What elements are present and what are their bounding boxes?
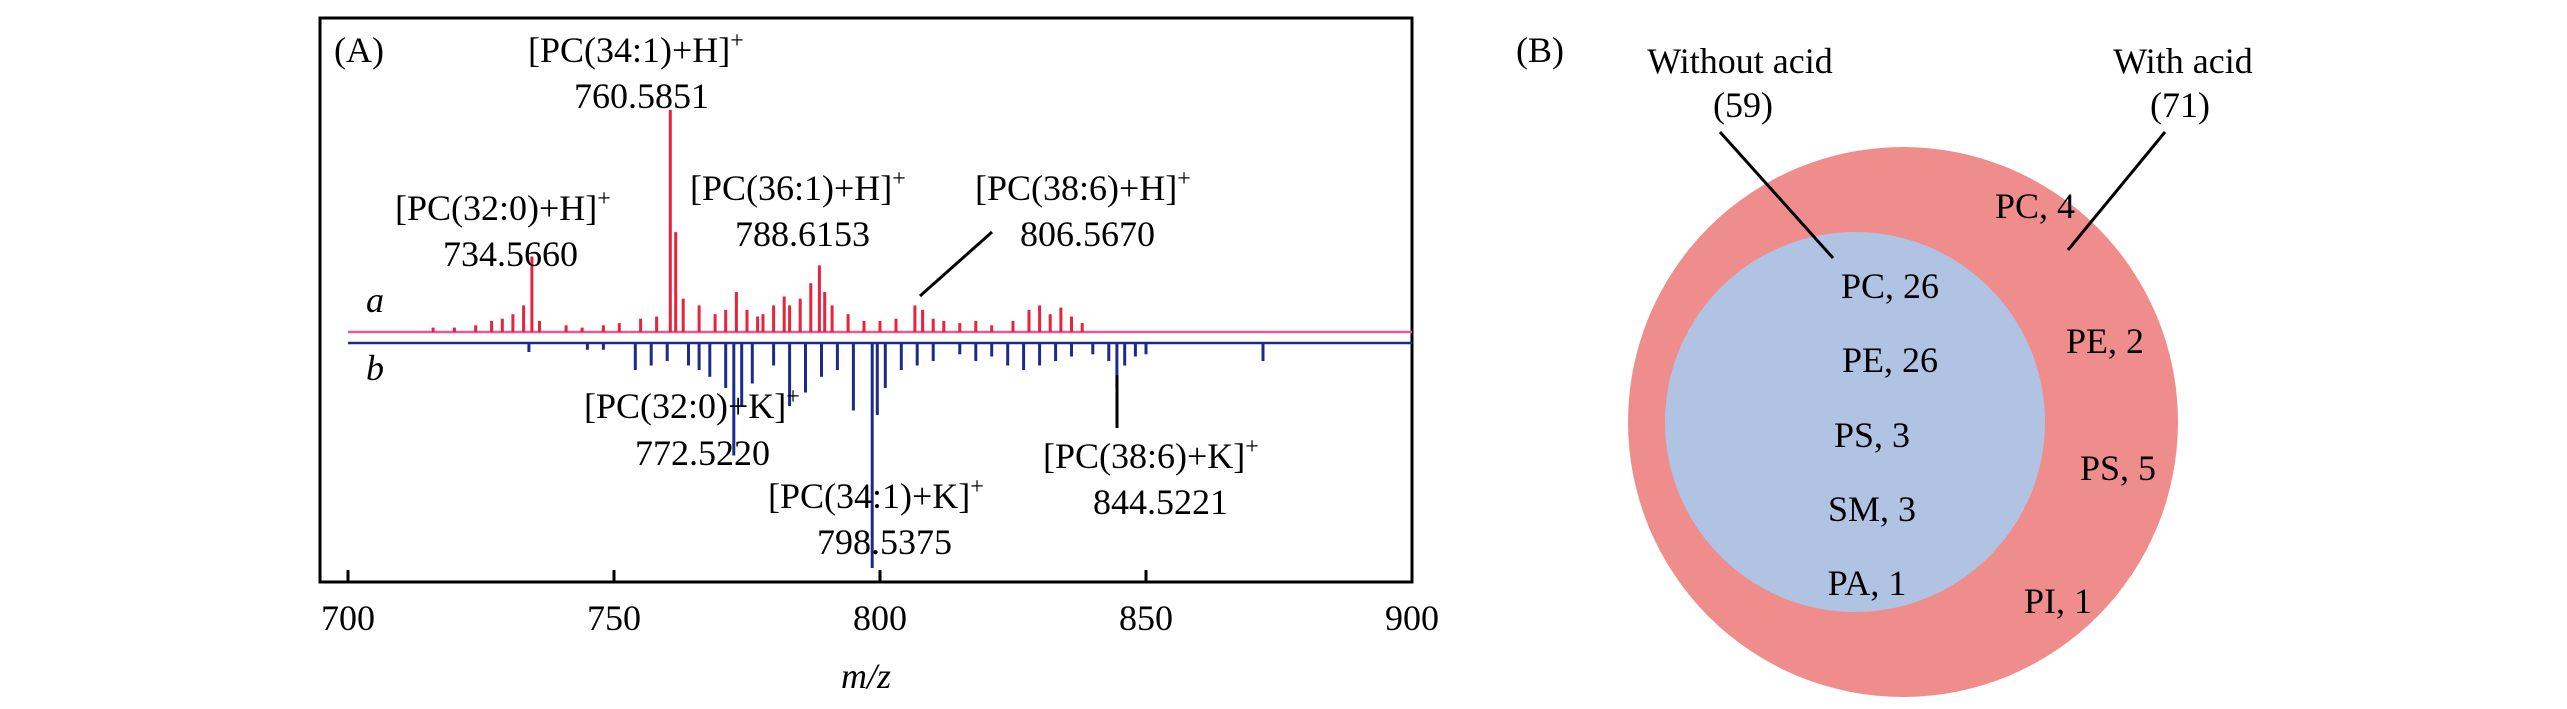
leader-with-acid <box>2066 131 2167 251</box>
annotation-pc34-1-h-mz: 760.5851 <box>574 76 709 116</box>
x-axis-label: m/z <box>841 656 891 696</box>
annotation-pc32-0-k-mz: 772.5220 <box>635 433 770 473</box>
annotation-pc34-1-k-mz: 798.5375 <box>817 522 952 562</box>
inner-item-ps: PS, 3 <box>1834 415 1910 455</box>
annotation-pc38-6-k-species: [PC(38:6)+K]+ <box>1043 434 1259 476</box>
venn-set-without-acid <box>1665 232 2045 612</box>
outer-item-pe: PE, 2 <box>2066 321 2144 361</box>
leader-without-acid <box>1718 130 1835 260</box>
panel-b: (B) Without acid (59) With acid (71) PC,… <box>1516 30 2253 697</box>
annotation-pc36-1-h-species: [PC(36:1)+H]+ <box>690 166 906 208</box>
set-without-acid-name: Without acid <box>1647 41 1833 81</box>
inner-item-pe: PE, 26 <box>1842 340 1938 380</box>
plot-frame <box>318 16 1414 584</box>
spectrum-b-peaks <box>527 343 1265 568</box>
annotation-pc34-1-h-species: [PC(34:1)+H]+ <box>528 28 744 70</box>
outer-item-pi: PI, 1 <box>2024 581 2092 621</box>
panel-a: (A) a b [PC(34:1)+H]+ 760.5851 [PC(32:0)… <box>318 16 1439 696</box>
x-tick-label: 900 <box>1385 598 1439 638</box>
inner-item-sm: SM, 3 <box>1828 489 1916 529</box>
annotation-pc38-6-h-species: [PC(38:6)+H]+ <box>975 166 1191 208</box>
set-with-acid-count: (71) <box>2150 85 2210 125</box>
annotation-pc32-0-k-species: [PC(32:0)+K]+ <box>584 384 800 426</box>
annotation-pc38-6-h-leader <box>919 230 993 298</box>
x-tick-label: 700 <box>321 598 375 638</box>
x-tick-label: 750 <box>587 598 641 638</box>
spectrum-a-peaks <box>431 110 1084 332</box>
annotation-pc32-0-h-mz: 734.5660 <box>443 234 578 274</box>
spectrum-a-label: a <box>366 280 384 320</box>
annotation-pc36-1-h-mz: 788.6153 <box>735 214 870 254</box>
set-with-acid-name: With acid <box>2113 41 2253 81</box>
annotation-pc38-6-h-mz: 806.5670 <box>1020 214 1155 254</box>
panel-b-label: (B) <box>1516 30 1564 70</box>
x-tick-label: 850 <box>1119 598 1173 638</box>
inner-item-pa: PA, 1 <box>1828 563 1907 603</box>
annotation-pc32-0-h-species: [PC(32:0)+H]+ <box>395 186 611 228</box>
x-axis-ticks: 700 750 800 850 900 <box>321 570 1439 638</box>
x-tick-label: 800 <box>853 598 907 638</box>
outer-item-pc: PC, 4 <box>1995 186 2075 226</box>
spectrum-b-label: b <box>366 348 384 388</box>
set-without-acid-count: (59) <box>1713 85 1773 125</box>
annotation-pc38-6-k-mz: 844.5221 <box>1093 482 1228 522</box>
annotation-pc34-1-k-species: [PC(34:1)+K]+ <box>768 474 984 516</box>
panel-a-label: (A) <box>334 30 384 70</box>
inner-item-pc: PC, 26 <box>1841 266 1939 306</box>
outer-item-ps: PS, 5 <box>2080 448 2156 488</box>
